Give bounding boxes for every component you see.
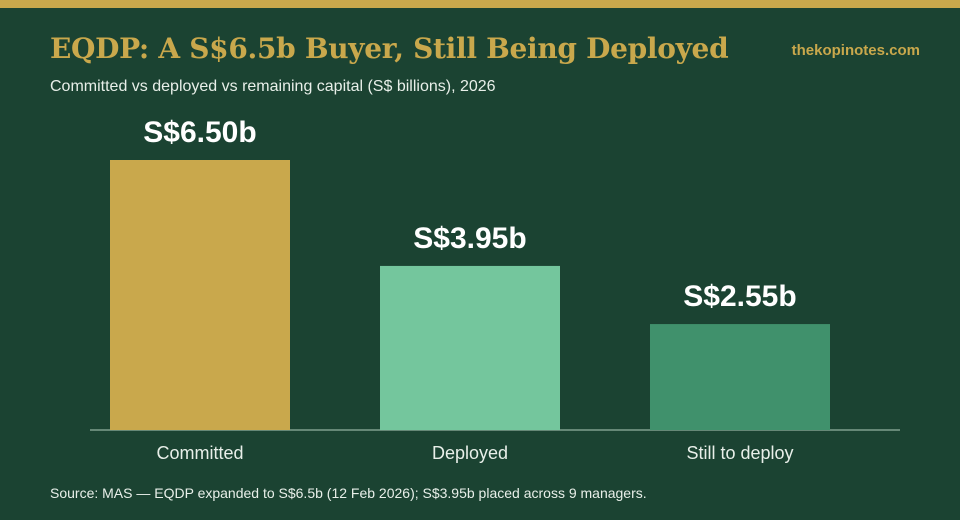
category-label: Still to deploy <box>686 443 793 463</box>
data-label: S$2.55b <box>683 280 796 313</box>
category-label: Deployed <box>432 443 508 463</box>
source-note: Source: MAS — EQDP expanded to S$6.5b (1… <box>50 485 647 501</box>
bar-still-to-deploy <box>650 324 830 430</box>
category-label: Committed <box>156 443 243 463</box>
bar-deployed <box>380 265 560 430</box>
data-label: S$6.50b <box>143 116 256 149</box>
chart-subtitle: Committed vs deployed vs remaining capit… <box>50 78 496 95</box>
data-label: S$3.95b <box>413 222 526 255</box>
top-accent-bar <box>0 0 960 8</box>
chart-title: EQDP: A S$6.5b Buyer, Still Being Deploy… <box>50 32 729 65</box>
bar-committed <box>110 160 290 430</box>
brand-link[interactable]: thekopinotes.com <box>791 42 920 59</box>
